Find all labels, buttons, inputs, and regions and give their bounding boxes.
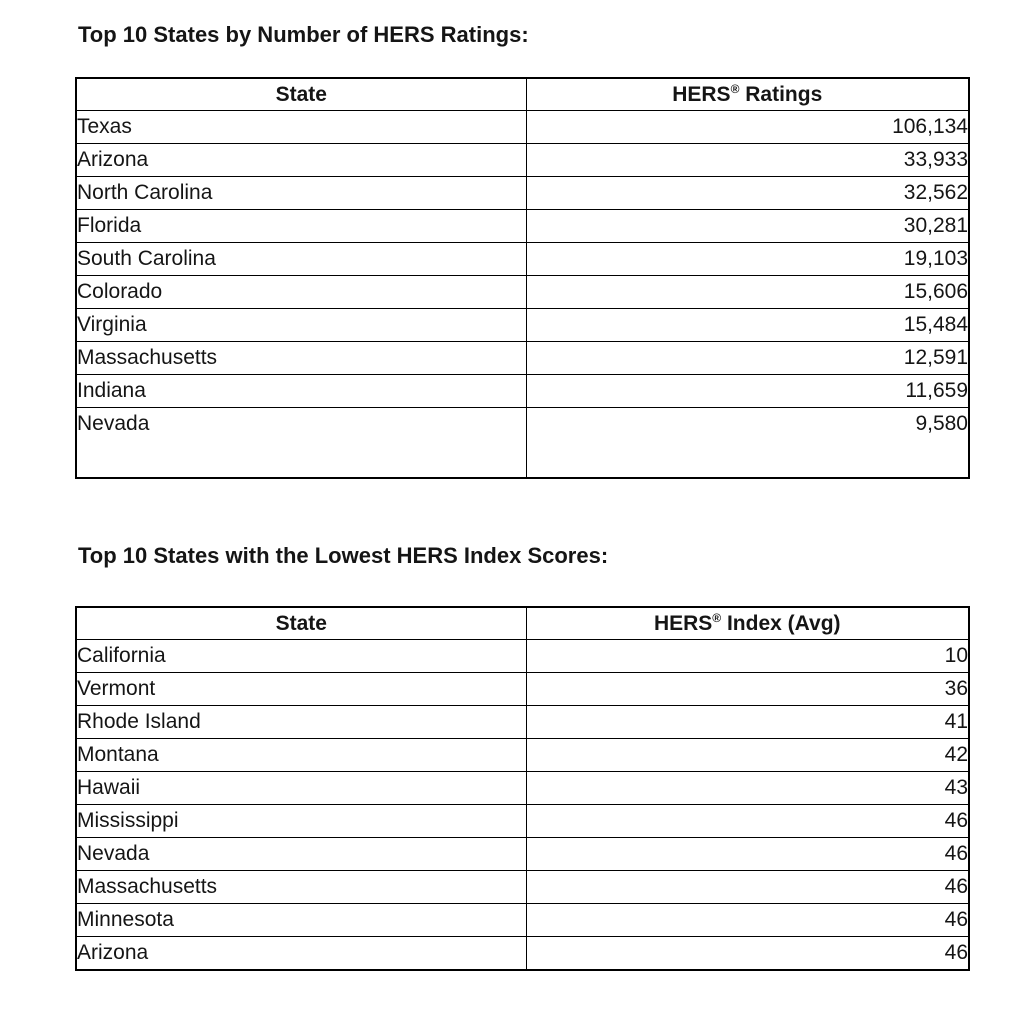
state-cell: Massachusetts bbox=[75, 870, 527, 904]
header-brand-text: HERS bbox=[672, 82, 731, 106]
state-cell: Minnesota bbox=[75, 903, 527, 937]
table-row: Arizona 46 bbox=[75, 936, 970, 971]
table-row: Rhode Island 41 bbox=[75, 705, 970, 739]
hers-index-table-title: Top 10 States with the Lowest HERS Index… bbox=[78, 543, 609, 568]
header-rest-text: Index (Avg) bbox=[721, 611, 841, 635]
value-cell: 46 bbox=[525, 870, 970, 904]
registered-trademark-symbol: ® bbox=[730, 81, 740, 96]
table-row: Massachusetts 46 bbox=[75, 870, 970, 904]
table-row: Hawaii 43 bbox=[75, 771, 970, 805]
state-cell: Rhode Island bbox=[75, 705, 527, 739]
state-cell: California bbox=[75, 639, 527, 673]
document-content: Top 10 States by Number of HERS Ratings:… bbox=[75, 22, 970, 971]
value-cell: 43 bbox=[525, 771, 970, 805]
hers-ratings-table: State HERS® Ratings Texas 106,134 Arizon… bbox=[75, 77, 970, 479]
state-cell: Massachusetts bbox=[75, 341, 527, 375]
state-cell: Florida bbox=[75, 209, 527, 243]
table-row: Vermont 36 bbox=[75, 672, 970, 706]
column-header-hers-index-avg: HERS® Index (Avg) bbox=[525, 606, 970, 640]
state-cell: South Carolina bbox=[75, 242, 527, 276]
table-row: Arizona 33,933 bbox=[75, 143, 970, 177]
table-row: Colorado 15,606 bbox=[75, 275, 970, 309]
table-row: South Carolina 19,103 bbox=[75, 242, 970, 276]
state-cell: Montana bbox=[75, 738, 527, 772]
state-cell: Colorado bbox=[75, 275, 527, 309]
table-row: Montana 42 bbox=[75, 738, 970, 772]
registered-trademark-symbol: ® bbox=[712, 610, 722, 625]
state-cell: Nevada bbox=[75, 837, 527, 871]
table-row: Massachusetts 12,591 bbox=[75, 341, 970, 375]
state-cell: Arizona bbox=[75, 936, 527, 971]
value-cell: 30,281 bbox=[525, 209, 970, 243]
state-cell: Hawaii bbox=[75, 771, 527, 805]
header-rest-text: Ratings bbox=[739, 82, 823, 106]
table-row: Minnesota 46 bbox=[75, 903, 970, 937]
table-row: California 10 bbox=[75, 639, 970, 673]
value-cell: 15,606 bbox=[525, 275, 970, 309]
table-row: North Carolina 32,562 bbox=[75, 176, 970, 210]
value-cell: 33,933 bbox=[525, 143, 970, 177]
state-cell: Vermont bbox=[75, 672, 527, 706]
state-cell: Virginia bbox=[75, 308, 527, 342]
table-row: Nevada 46 bbox=[75, 837, 970, 871]
table-row: Texas 106,134 bbox=[75, 110, 970, 144]
value-cell: 12,591 bbox=[525, 341, 970, 375]
value-cell: 11,659 bbox=[525, 374, 970, 408]
state-cell: Indiana bbox=[75, 374, 527, 408]
table-row: Florida 30,281 bbox=[75, 209, 970, 243]
table-header-row: State HERS® Ratings bbox=[75, 77, 970, 111]
state-cell: Arizona bbox=[75, 143, 527, 177]
state-cell: North Carolina bbox=[75, 176, 527, 210]
value-cell: 32,562 bbox=[525, 176, 970, 210]
column-header-state: State bbox=[75, 606, 527, 640]
state-cell: Texas bbox=[75, 110, 527, 144]
hers-index-table: State HERS® Index (Avg) California 10 Ve… bbox=[75, 606, 970, 971]
table-row: Nevada 9,580 bbox=[75, 407, 970, 479]
value-cell: 46 bbox=[525, 804, 970, 838]
state-cell: Mississippi bbox=[75, 804, 527, 838]
table-row: Virginia 15,484 bbox=[75, 308, 970, 342]
hers-ratings-table-title: Top 10 States by Number of HERS Ratings: bbox=[78, 22, 529, 47]
value-cell: 36 bbox=[525, 672, 970, 706]
column-header-hers-ratings: HERS® Ratings bbox=[525, 77, 970, 111]
header-brand-text: HERS bbox=[653, 611, 713, 635]
value-cell: 19,103 bbox=[525, 242, 970, 276]
state-cell: Nevada bbox=[75, 407, 527, 479]
value-cell: 41 bbox=[525, 705, 970, 739]
value-cell: 15,484 bbox=[525, 308, 970, 342]
value-cell: 46 bbox=[525, 936, 970, 971]
value-cell: 10 bbox=[525, 639, 970, 673]
value-cell: 106,134 bbox=[525, 110, 970, 144]
column-header-state: State bbox=[75, 77, 527, 111]
value-cell: 42 bbox=[525, 738, 970, 772]
value-cell: 46 bbox=[525, 903, 970, 937]
table-row: Mississippi 46 bbox=[75, 804, 970, 838]
value-cell: 46 bbox=[525, 837, 970, 871]
table-header-row: State HERS® Index (Avg) bbox=[75, 606, 970, 640]
table-row: Indiana 11,659 bbox=[75, 374, 970, 408]
value-cell: 9,580 bbox=[525, 407, 970, 479]
